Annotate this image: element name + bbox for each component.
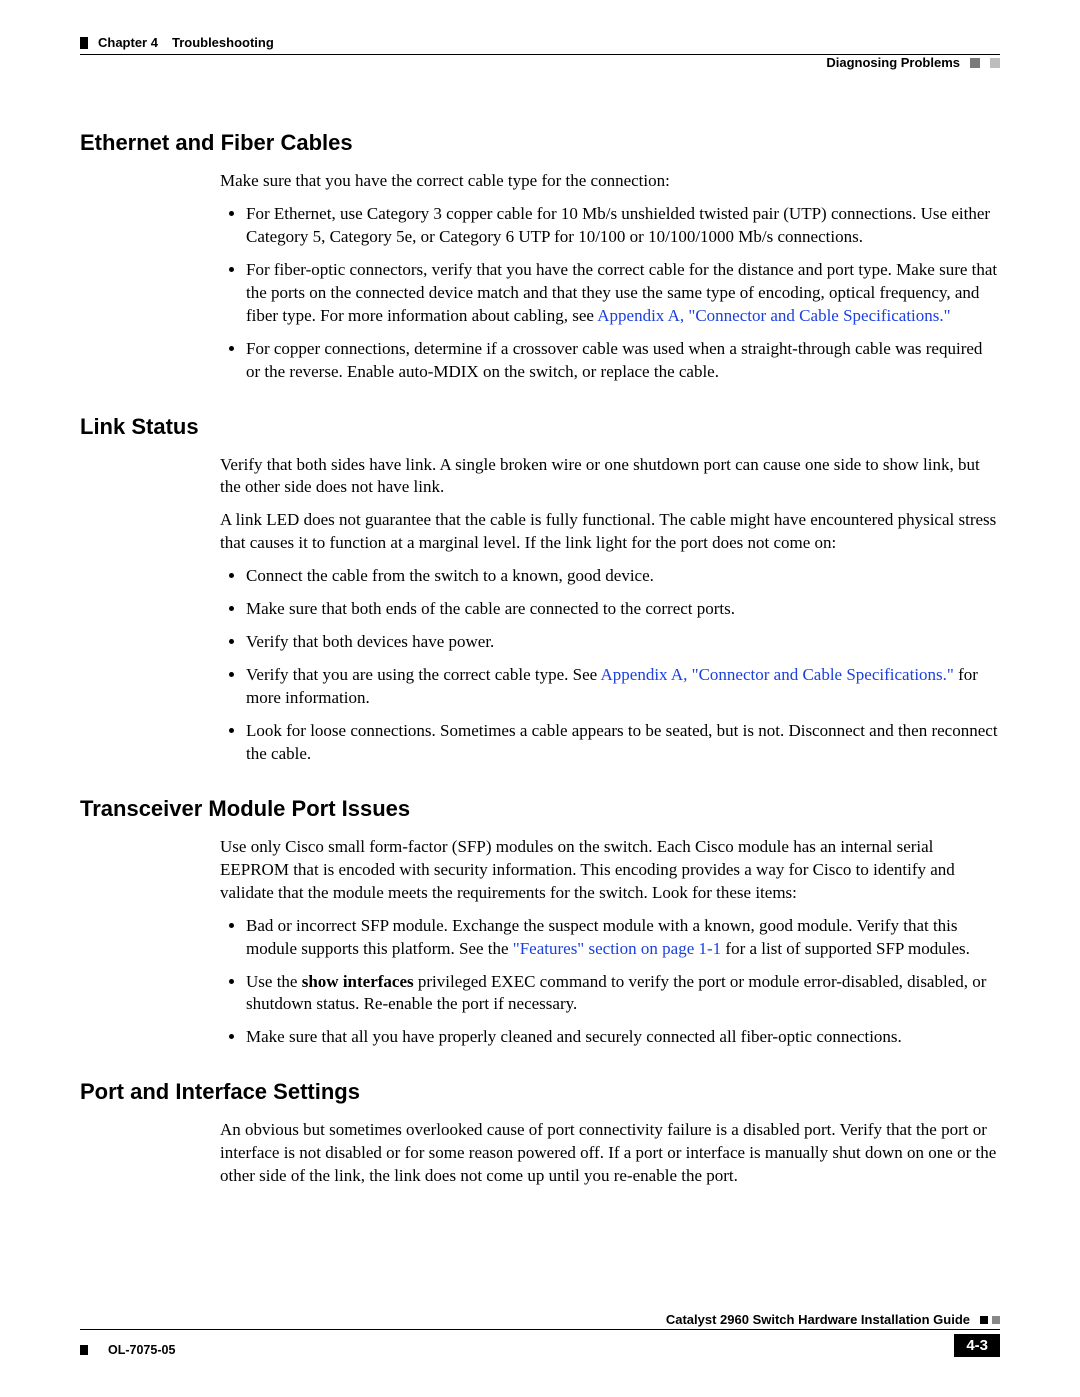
chapter-title: Troubleshooting: [172, 35, 274, 50]
section-heading-port: Port and Interface Settings: [80, 1079, 1000, 1105]
header-chapter-row: Chapter 4 Troubleshooting: [80, 35, 1000, 50]
footer-box-icon: [980, 1316, 988, 1324]
bullet-text: Use the: [246, 972, 302, 991]
appendix-link[interactable]: Appendix A, "Connector and Cable Specifi…: [597, 306, 950, 325]
link-p1: Verify that both sides have link. A sing…: [220, 454, 1000, 500]
link-bullets: Connect the cable from the switch to a k…: [220, 565, 1000, 766]
list-item: Verify that both devices have power.: [246, 631, 1000, 654]
page-number: 4-3: [954, 1334, 1000, 1357]
port-p1: An obvious but sometimes overlooked caus…: [220, 1119, 1000, 1188]
section-heading-ethernet: Ethernet and Fiber Cables: [80, 130, 1000, 156]
header-bar-icon: [80, 37, 88, 49]
footer-guide-title: Catalyst 2960 Switch Hardware Installati…: [666, 1312, 970, 1327]
list-item: Verify that you are using the correct ca…: [246, 664, 1000, 710]
list-item: Look for loose connections. Sometimes a …: [246, 720, 1000, 766]
page-footer: Catalyst 2960 Switch Hardware Installati…: [80, 1312, 1000, 1357]
command-text: show interfaces: [302, 972, 414, 991]
bullet-text: for a list of supported SFP modules.: [721, 939, 970, 958]
header-sub-row: Diagnosing Problems: [80, 55, 1000, 70]
page: Chapter 4 Troubleshooting Diagnosing Pro…: [0, 0, 1080, 1397]
footer-left: OL-7075-05: [80, 1343, 175, 1357]
chapter-label: Chapter 4: [98, 35, 158, 50]
header-section-label: Diagnosing Problems: [826, 55, 960, 70]
header-box-icon: [970, 58, 980, 68]
footer-doc-id: OL-7075-05: [108, 1343, 175, 1357]
ethernet-intro: Make sure that you have the correct cabl…: [220, 170, 1000, 193]
list-item: Bad or incorrect SFP module. Exchange th…: [246, 915, 1000, 961]
header-box-icon: [990, 58, 1000, 68]
page-header: Chapter 4 Troubleshooting Diagnosing Pro…: [80, 35, 1000, 70]
footer-box-icon: [992, 1316, 1000, 1324]
ethernet-bullets: For Ethernet, use Category 3 copper cabl…: [220, 203, 1000, 384]
footer-bar-icon: [80, 1345, 88, 1355]
transceiver-bullets: Bad or incorrect SFP module. Exchange th…: [220, 915, 1000, 1050]
list-item: For copper connections, determine if a c…: [246, 338, 1000, 384]
features-link[interactable]: "Features" section on page 1-1: [513, 939, 721, 958]
appendix-link[interactable]: Appendix A, "Connector and Cable Specifi…: [601, 665, 954, 684]
section-heading-transceiver: Transceiver Module Port Issues: [80, 796, 1000, 822]
list-item: For Ethernet, use Category 3 copper cabl…: [246, 203, 1000, 249]
list-item: For fiber-optic connectors, verify that …: [246, 259, 1000, 328]
transceiver-p1: Use only Cisco small form-factor (SFP) m…: [220, 836, 1000, 905]
list-item: Use the show interfaces privileged EXEC …: [246, 971, 1000, 1017]
footer-boxes: [980, 1316, 1000, 1324]
page-content: Ethernet and Fiber Cables Make sure that…: [80, 130, 1000, 1188]
list-item: Connect the cable from the switch to a k…: [246, 565, 1000, 588]
section-heading-link: Link Status: [80, 414, 1000, 440]
list-item: Make sure that all you have properly cle…: [246, 1026, 1000, 1049]
footer-rule: [80, 1329, 1000, 1330]
bullet-text: Verify that you are using the correct ca…: [246, 665, 601, 684]
link-p2: A link LED does not guarantee that the c…: [220, 509, 1000, 555]
footer-row: OL-7075-05 4-3: [80, 1334, 1000, 1357]
list-item: Make sure that both ends of the cable ar…: [246, 598, 1000, 621]
